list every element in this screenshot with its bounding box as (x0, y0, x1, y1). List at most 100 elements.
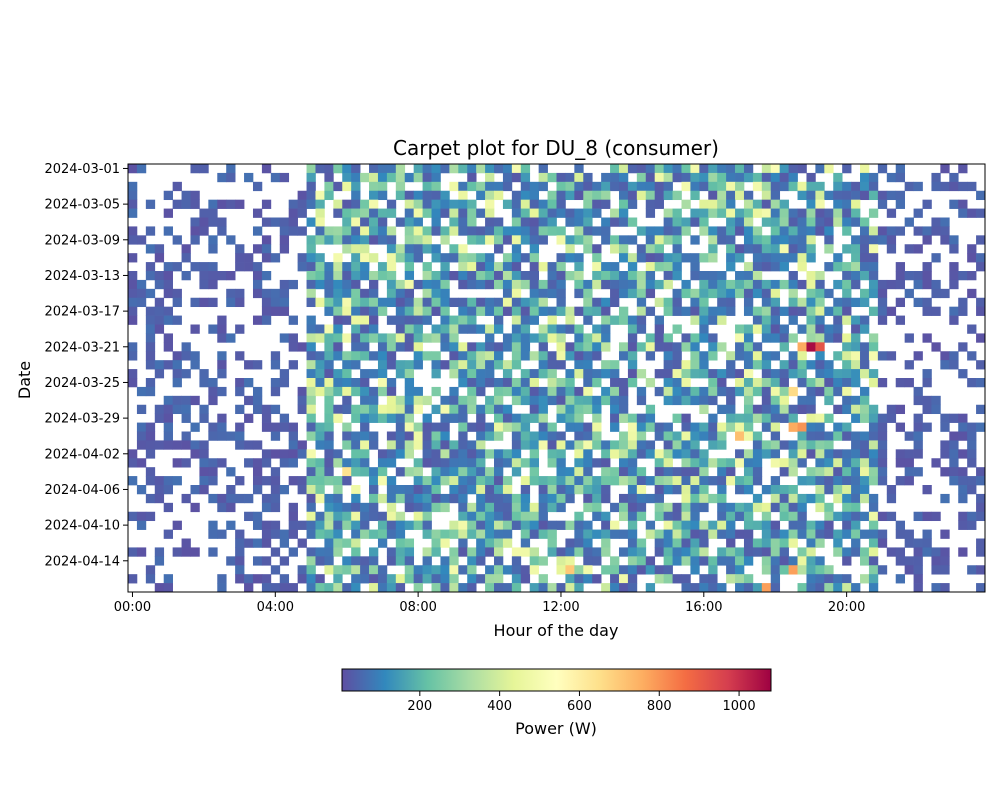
heatmap-cell (833, 422, 843, 432)
heatmap-cell (494, 324, 504, 334)
heatmap-cell (931, 181, 941, 192)
heatmap-cell (967, 351, 977, 361)
heatmap-cell (279, 279, 290, 290)
heatmap-cell (324, 164, 334, 174)
heatmap-cell (851, 324, 861, 334)
heatmap-cell (502, 297, 513, 308)
heatmap-cell (529, 386, 539, 397)
heatmap-cell (627, 369, 638, 379)
heatmap-cell (244, 172, 254, 183)
heatmap-cell (181, 404, 191, 415)
heatmap-cell (886, 413, 897, 423)
heatmap-cell (726, 226, 736, 236)
heatmap-cell (717, 493, 727, 504)
heatmap-cell (788, 440, 798, 450)
heatmap-cell (306, 235, 316, 245)
heatmap-cell (395, 485, 406, 495)
heatmap-cell (788, 493, 798, 504)
heatmap-cell (511, 556, 522, 566)
heatmap-cell (502, 271, 513, 281)
heatmap-cell (458, 431, 468, 441)
heatmap-cell (824, 511, 834, 522)
heatmap-cell (467, 172, 477, 183)
heatmap-cell (467, 324, 477, 334)
heatmap-cell (458, 369, 468, 379)
heatmap-cell (645, 520, 656, 530)
heatmap-cell (690, 431, 700, 441)
heatmap-cell (815, 315, 825, 325)
heatmap-cell (413, 306, 423, 316)
heatmap-cell (949, 199, 959, 209)
heatmap-cell (708, 288, 718, 299)
heatmap-cell (654, 422, 664, 432)
heatmap-cell (270, 404, 281, 415)
heatmap-cell (976, 583, 986, 593)
heatmap-cell (833, 217, 843, 227)
heatmap-cell (779, 306, 789, 316)
heatmap-cell (815, 529, 825, 539)
heatmap-cell (627, 315, 638, 325)
heatmap-cell (806, 333, 816, 343)
heatmap-cell (270, 360, 281, 370)
heatmap-cell (342, 378, 352, 388)
heatmap-cell (752, 351, 763, 361)
heatmap-cell (627, 262, 638, 272)
heatmap-cell (860, 288, 870, 299)
heatmap-cell (538, 324, 548, 334)
heatmap-cell (360, 324, 370, 334)
heatmap-cell (788, 413, 798, 423)
heatmap-cell (779, 395, 789, 406)
heatmap-cell (369, 529, 379, 539)
heatmap-cell (494, 244, 504, 254)
heatmap-cell (190, 351, 200, 361)
heatmap-cell (788, 502, 798, 513)
heatmap-cell (779, 244, 789, 254)
heatmap-cell (351, 208, 361, 218)
heatmap-cell (663, 395, 673, 406)
heatmap-cell (458, 404, 468, 415)
heatmap-cell (735, 574, 745, 584)
heatmap-cell (333, 164, 343, 174)
heatmap-cell (190, 190, 200, 201)
heatmap-cell (592, 297, 602, 308)
heatmap-cell (270, 547, 281, 557)
heatmap-cell (154, 253, 165, 263)
heatmap-cell (431, 565, 441, 575)
heatmap-cell (949, 262, 959, 272)
heatmap-cell (529, 520, 539, 530)
heatmap-cell (324, 493, 334, 504)
heatmap-cell (574, 511, 584, 522)
heatmap-cell (797, 253, 807, 263)
heatmap-cell (136, 279, 147, 290)
heatmap-cell (770, 244, 781, 254)
heatmap-cell (252, 181, 263, 192)
heatmap-cell (520, 378, 531, 388)
heatmap-cell (369, 297, 379, 308)
heatmap-cell (788, 279, 798, 290)
heatmap-cell (547, 217, 557, 227)
heatmap-cell (868, 226, 879, 236)
heatmap-cell (851, 253, 861, 263)
heatmap-cell (217, 431, 227, 441)
heatmap-cell (690, 422, 700, 432)
heatmap-cell (529, 467, 539, 477)
heatmap-cell (788, 208, 798, 218)
heatmap-cell (360, 529, 370, 539)
heatmap-cell (431, 449, 441, 459)
heatmap-cell (369, 199, 379, 209)
heatmap-cell (297, 449, 307, 459)
heatmap-cell (395, 431, 406, 441)
heatmap-cell (815, 324, 825, 334)
heatmap-cell (895, 271, 906, 281)
heatmap-cell (556, 493, 566, 504)
heatmap-cell (654, 458, 664, 468)
heatmap-cell (931, 556, 941, 566)
heatmap-cell (422, 279, 432, 290)
heatmap-cell (788, 449, 798, 459)
heatmap-cell (494, 386, 504, 397)
heatmap-cell (440, 297, 450, 308)
heatmap-cell (520, 164, 531, 174)
heatmap-cell (690, 547, 700, 557)
heatmap-cell (556, 547, 566, 557)
heatmap-cell (931, 404, 941, 415)
